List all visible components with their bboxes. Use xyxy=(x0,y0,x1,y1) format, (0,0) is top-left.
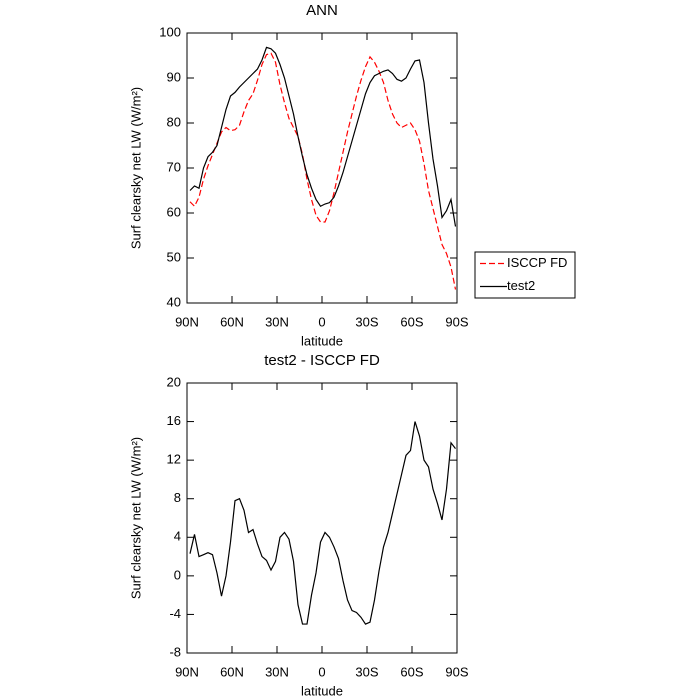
x-tick-label: 30S xyxy=(355,664,378,679)
y-tick-label: 4 xyxy=(174,529,181,544)
y-axis-label: Surf clearsky net LW (W/m²) xyxy=(128,437,143,599)
data-line xyxy=(189,52,457,290)
y-tick-label: 50 xyxy=(167,249,181,264)
data-line xyxy=(189,46,457,227)
x-axis-label: latitude xyxy=(301,333,343,348)
y-tick-label: -4 xyxy=(169,606,181,621)
x-tick-label: 0 xyxy=(318,314,325,329)
x-tick-label: 90S xyxy=(445,314,468,329)
x-tick-label: 60N xyxy=(220,664,244,679)
x-tick-label: 30N xyxy=(265,664,289,679)
chart-title: test2 - ISCCP FD xyxy=(264,352,380,369)
x-tick-label: 60N xyxy=(220,314,244,329)
y-tick-label: 0 xyxy=(174,567,181,582)
legend-box xyxy=(474,251,576,299)
y-tick-label: -8 xyxy=(169,644,181,659)
y-tick-label: 60 xyxy=(167,204,181,219)
chart-title: ANN xyxy=(306,2,338,19)
y-axis-label: Surf clearsky net LW (W/m²) xyxy=(128,87,143,249)
x-tick-label: 90N xyxy=(175,664,199,679)
data-line xyxy=(189,421,456,625)
x-tick-label: 0 xyxy=(318,664,325,679)
x-axis-label: latitude xyxy=(301,683,343,698)
x-tick-label: 30S xyxy=(355,314,378,329)
x-tick-label: 30N xyxy=(265,314,289,329)
x-tick-label: 90N xyxy=(175,314,199,329)
y-tick-label: 40 xyxy=(167,294,181,309)
x-tick-label: 60S xyxy=(400,314,423,329)
legend-label: test2 xyxy=(507,278,535,293)
y-tick-label: 90 xyxy=(167,69,181,84)
plot-frame xyxy=(186,382,458,654)
y-tick-label: 100 xyxy=(159,24,181,39)
y-tick-label: 8 xyxy=(174,490,181,505)
plot-frame xyxy=(186,32,458,304)
legend-label: ISCCP FD xyxy=(507,255,567,270)
x-tick-label: 60S xyxy=(400,664,423,679)
y-tick-label: 20 xyxy=(167,374,181,389)
y-tick-label: 80 xyxy=(167,114,181,129)
y-tick-label: 70 xyxy=(167,159,181,174)
y-tick-label: 12 xyxy=(167,452,181,467)
y-tick-label: 16 xyxy=(167,413,181,428)
x-tick-label: 90S xyxy=(445,664,468,679)
